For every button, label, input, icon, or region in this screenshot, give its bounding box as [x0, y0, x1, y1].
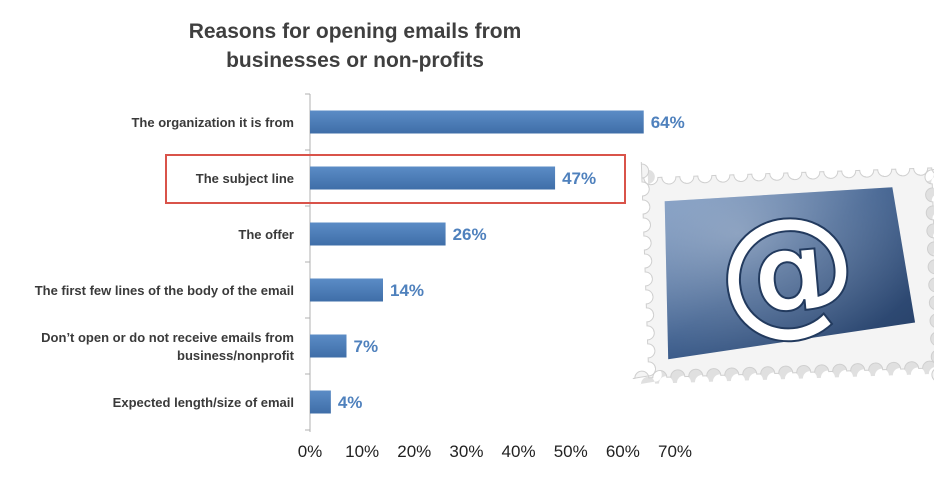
value-label: 7%	[354, 337, 379, 356]
category-label: business/nonprofit	[177, 348, 295, 363]
category-label: The first few lines of the body of the e…	[35, 283, 294, 298]
x-tick-label: 40%	[502, 442, 536, 461]
value-label: 64%	[651, 113, 685, 132]
bar	[310, 278, 383, 302]
plot-area: 64% The organization it is from 47% The sub…	[35, 93, 692, 461]
x-tick-label: 20%	[397, 442, 431, 461]
at-symbol: @	[710, 182, 864, 357]
category-label: Don’t open or do not receive emails from	[41, 330, 294, 345]
category-label: The subject line	[196, 171, 294, 186]
category-label: The offer	[238, 227, 294, 242]
bar	[310, 222, 446, 246]
bar	[310, 166, 556, 190]
chart-title-line-1: Reasons for opening emails from	[189, 20, 522, 43]
value-label: 14%	[390, 281, 424, 300]
value-label: 26%	[453, 225, 487, 244]
value-label: 4%	[338, 393, 363, 412]
x-tick-label: 50%	[554, 442, 588, 461]
x-tick-label: 30%	[449, 442, 483, 461]
bar	[310, 110, 644, 134]
email-at-stamp-icon: @	[632, 161, 934, 390]
x-tick-label: 60%	[606, 442, 640, 461]
bar	[310, 334, 347, 358]
x-tick-label: 0%	[298, 442, 323, 461]
chart-title: Reasons for opening emails from business…	[189, 20, 522, 72]
value-label: 47%	[562, 169, 596, 188]
x-tick-label: 70%	[658, 442, 692, 461]
highlight-box	[165, 154, 626, 204]
category-label: The organization it is from	[131, 115, 294, 130]
bar	[310, 390, 331, 414]
chart-title-line-2: businesses or non-profits	[226, 49, 484, 72]
x-tick-label: 10%	[345, 442, 379, 461]
category-label: Expected length/size of email	[113, 395, 294, 410]
